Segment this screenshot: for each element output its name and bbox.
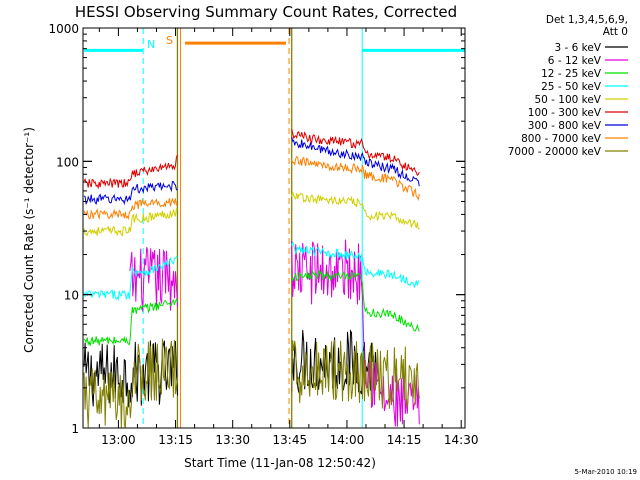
legend-entry-label: 6 - 12 keV (548, 55, 602, 67)
label-n: N (147, 38, 155, 51)
plot-frame (82, 27, 466, 429)
x-tick-label: 14:30 (444, 433, 479, 447)
x-tick-label: 13:00 (101, 433, 136, 447)
legend-entry-label: 7000 - 20000 keV (508, 146, 602, 158)
series-line-4-1 (291, 191, 420, 230)
y-tick-label: 1000 (48, 22, 79, 36)
series-800-7000kev (83, 155, 420, 221)
y-tick-label: 100 (56, 155, 79, 169)
legend-entry-label: 50 - 100 keV (534, 94, 601, 106)
plot-border (82, 27, 466, 429)
series-line-6-0 (83, 180, 178, 206)
y-axis: 1 10 100 1000 (48, 22, 465, 436)
y-tick-label: 10 (64, 289, 79, 303)
series-50-100kev (83, 191, 420, 237)
legend-entry-label: 300 - 800 keV (528, 120, 602, 132)
series-line-2-1 (291, 269, 420, 332)
series-line-5-0 (83, 154, 178, 190)
series-line-5-1 (291, 128, 420, 177)
x-tick-label: 14:00 (330, 433, 365, 447)
legend-entry-label: 25 - 50 keV (541, 81, 602, 93)
x-tick-label: 14:15 (387, 433, 422, 447)
x-tick-label: 13:30 (215, 433, 250, 447)
series-line-3-1 (291, 240, 420, 289)
y-tick-label: 1 (71, 422, 79, 436)
x-tick-label: 13:15 (158, 433, 193, 447)
series-line-1-1 (291, 239, 420, 427)
series-7000-20000kev (83, 338, 420, 428)
legend-entry-label: 12 - 25 keV (541, 68, 602, 80)
series-line-8-1 (291, 339, 420, 409)
chart-title: HESSI Observing Summary Count Rates, Cor… (75, 3, 457, 21)
legend-entry-label: 100 - 300 keV (528, 107, 602, 119)
series-12-25kev (83, 269, 420, 346)
timestamp: 5-Mar-2010 10:19 (575, 468, 637, 476)
legend-header-line: Det 1,3,4,5,6,9, (546, 14, 628, 26)
series-line-2-0 (83, 298, 178, 346)
series-line-4-0 (83, 207, 178, 237)
series-line-6-1 (291, 136, 420, 187)
legend-entry-label: 3 - 6 keV (554, 42, 601, 54)
series-line-3-0 (83, 256, 178, 302)
x-axis: 13:00 13:15 13:30 13:45 14:00 14:15 14:30 (98, 28, 479, 447)
plot-clip-group (83, 28, 465, 428)
series-line-7-1 (291, 155, 420, 202)
legend-header-line: Att 0 (603, 26, 628, 38)
x-axis-label: Start Time (11-Jan-08 12:50:42) (184, 456, 376, 470)
series-6-12kev (129, 239, 420, 427)
series-line-8-0 (83, 338, 178, 428)
series-300-800kev (83, 136, 420, 206)
x-tick-label: 13:45 (273, 433, 308, 447)
series-100-300kev (83, 128, 420, 190)
label-s: S (166, 34, 173, 47)
legend-entry-label: 800 - 7000 keV (521, 133, 602, 145)
series-25-50kev (83, 240, 420, 302)
y-axis-label: Corrected Count Rate (s⁻¹ detector⁻¹) (22, 127, 36, 353)
series-line-7-0 (83, 197, 178, 221)
